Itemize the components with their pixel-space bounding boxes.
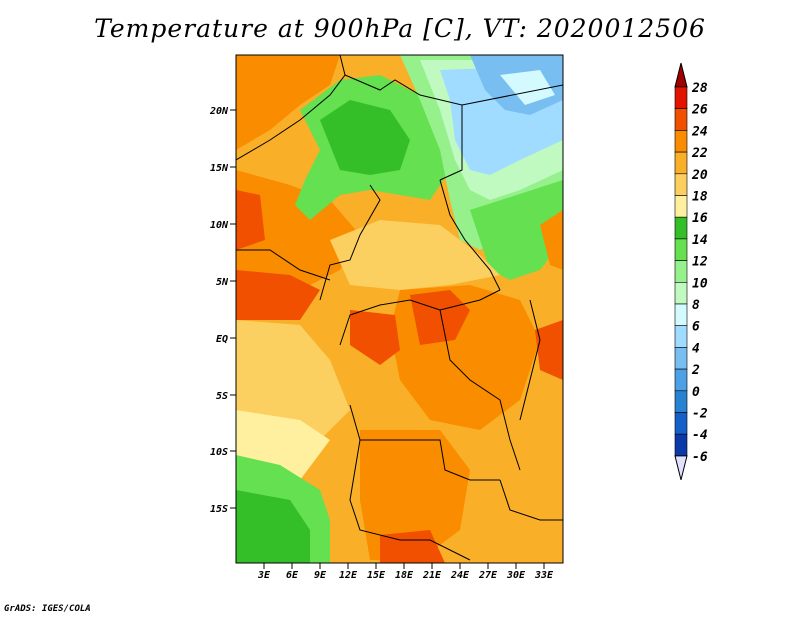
colorbar-label: 2	[691, 363, 700, 378]
chart-title: Temperature at 900hPa [C], VT: 202001250…	[94, 14, 706, 43]
colorbar-bin	[674, 325, 688, 348]
lon-axis: 3E 6E 9E 12E 15E 18E 21E 24E 27E 30E 33E	[257, 563, 554, 581]
lon-tick: 15E	[367, 563, 386, 581]
colorbar-bin	[674, 216, 688, 240]
lat-tick: 5N	[216, 277, 236, 288]
svg-text:33E: 33E	[534, 570, 554, 581]
lat-tick: 10N	[210, 220, 236, 231]
temperature-field	[236, 55, 563, 563]
lon-tick: 3E	[257, 563, 271, 581]
svg-text:21E: 21E	[422, 570, 442, 581]
svg-text:20N: 20N	[209, 106, 229, 117]
colorbar-label: 4	[692, 341, 700, 356]
colorbar-label: 12	[692, 255, 708, 270]
colorbar-label: 6	[692, 320, 700, 335]
colorbar-bin	[674, 390, 688, 413]
svg-text:EQ: EQ	[216, 334, 228, 345]
svg-text:24E: 24E	[450, 570, 470, 581]
colorbar-label: -4	[692, 428, 708, 443]
colorbar-top-arrow	[674, 62, 688, 88]
lat-tick: 5S	[216, 391, 236, 402]
svg-text:15S: 15S	[210, 504, 228, 515]
colorbar-label: 16	[692, 211, 708, 226]
colorbar-label: 20	[691, 168, 708, 183]
lon-tick: 9E	[314, 563, 327, 581]
colorbar-bin	[674, 173, 688, 196]
colorbar-bin	[674, 86, 688, 110]
colorbar-bottom-arrow	[674, 455, 688, 481]
svg-text:18E: 18E	[395, 570, 414, 581]
colorbar-label: 14	[692, 233, 708, 248]
colorbar-bin	[674, 368, 688, 392]
svg-text:5S: 5S	[216, 391, 228, 402]
colorbar-label: 28	[691, 81, 708, 96]
lon-tick: 24E	[450, 563, 470, 581]
colorbar-label: 22	[691, 146, 708, 161]
colorbar-bin	[674, 151, 688, 175]
lat-axis: 20N 15N 10N 5N EQ 5S 10S 15S	[209, 106, 236, 515]
lon-tick: 18E	[395, 563, 414, 581]
colorbar-label: -6	[692, 450, 708, 465]
colorbar-label: 0	[692, 385, 700, 400]
lat-tick: 15S	[210, 504, 236, 515]
colorbar-bin	[674, 108, 688, 131]
lon-tick: 21E	[422, 563, 442, 581]
colorbar-bin	[674, 238, 688, 261]
lon-tick: 27E	[478, 563, 498, 581]
colorbar-label: 10	[692, 276, 708, 291]
lon-tick: 12E	[339, 563, 358, 581]
colorbar-bin	[674, 130, 688, 153]
lat-tick: 20N	[209, 106, 236, 117]
svg-text:30E: 30E	[506, 570, 526, 581]
svg-text:6E: 6E	[286, 570, 299, 581]
svg-text:15E: 15E	[367, 570, 386, 581]
svg-text:15N: 15N	[210, 163, 229, 174]
svg-text:10N: 10N	[210, 220, 229, 231]
lon-tick: 30E	[506, 563, 526, 581]
colorbar-label: 24	[691, 124, 708, 139]
lat-tick: EQ	[216, 334, 236, 345]
lon-tick: 33E	[534, 563, 554, 581]
svg-text:10S: 10S	[210, 447, 228, 458]
colorbar-bin	[674, 260, 688, 283]
lat-tick: 10S	[210, 447, 236, 458]
svg-text:12E: 12E	[339, 570, 358, 581]
colorbar-bin	[674, 347, 688, 370]
svg-text:5N: 5N	[216, 277, 229, 288]
lon-tick: 6E	[286, 563, 299, 581]
map-boundaries	[236, 55, 563, 561]
svg-text:27E: 27E	[478, 570, 498, 581]
svg-text:9E: 9E	[314, 570, 327, 581]
svg-text:3E: 3E	[257, 570, 271, 581]
lat-tick: 15N	[210, 163, 236, 174]
credit-text: GrADS: IGES/COLA	[4, 604, 91, 614]
colorbar-bin	[674, 195, 688, 218]
colorbar-bin	[674, 303, 688, 327]
colorbar-label: 18	[692, 190, 708, 205]
colorbar-bin	[674, 281, 688, 305]
colorbar-label: 26	[691, 103, 708, 118]
map-frame	[235, 54, 564, 564]
colorbar-bin	[674, 433, 688, 457]
colorbar-label: -2	[692, 407, 708, 422]
colorbar-bin	[674, 412, 688, 435]
colorbar-label: 8	[692, 298, 700, 313]
